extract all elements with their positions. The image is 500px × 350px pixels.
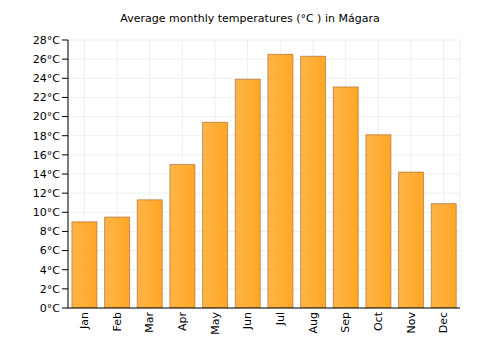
svg-text:Jan: Jan bbox=[78, 312, 91, 330]
html-text:Average monthly temperatures (: Average monthly temperatures (°C ) in Má… bbox=[120, 12, 380, 25]
svg-text:26°C: 26°C bbox=[33, 53, 60, 66]
svg-text:4°C: 4°C bbox=[40, 264, 60, 277]
svg-text:May: May bbox=[209, 312, 222, 335]
svg-text:Jul: Jul bbox=[274, 312, 287, 326]
svg-text:Jun: Jun bbox=[241, 312, 254, 330]
svg-text:14°C: 14°C bbox=[33, 168, 60, 181]
svg-text:Dec: Dec bbox=[437, 312, 450, 333]
svg-text:28°C: 28°C bbox=[33, 34, 60, 47]
svg-text:22°C: 22°C bbox=[33, 91, 60, 104]
svg-text:Aug: Aug bbox=[307, 312, 320, 333]
svg-text:0°C: 0°C bbox=[40, 302, 60, 315]
svg-text:Nov: Nov bbox=[405, 312, 418, 334]
svg-text:8°C: 8°C bbox=[40, 225, 60, 238]
svg-text:10°C: 10°C bbox=[33, 206, 60, 219]
svg-text:2°C: 2°C bbox=[40, 283, 60, 296]
svg-text:Mar: Mar bbox=[143, 312, 156, 333]
svg-text:Sep: Sep bbox=[339, 312, 352, 333]
svg-text:Oct: Oct bbox=[372, 311, 385, 331]
svg-text:12°C: 12°C bbox=[33, 187, 60, 200]
svg-text:20°C: 20°C bbox=[33, 110, 60, 123]
svg-text:6°C: 6°C bbox=[40, 244, 60, 257]
svg-text:Apr: Apr bbox=[176, 312, 189, 332]
svg-text:18°C: 18°C bbox=[33, 130, 60, 143]
svg-text:24°C: 24°C bbox=[33, 72, 60, 85]
svg-text:16°C: 16°C bbox=[33, 149, 60, 162]
svg-text:Feb: Feb bbox=[111, 312, 124, 331]
